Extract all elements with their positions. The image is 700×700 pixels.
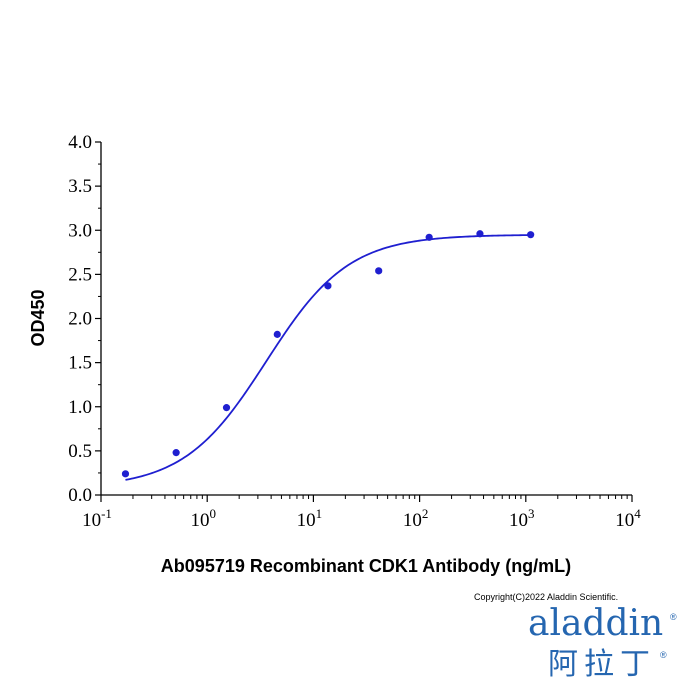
y-tick-label: 2.5	[68, 264, 92, 285]
x-axis-title: Ab095719 Recombinant CDK1 Antibody (ng/m…	[161, 556, 571, 576]
y-tick-label: 4.0	[68, 132, 92, 153]
data-point	[121, 470, 130, 478]
y-axis-ticks: 0.0 0.5 1.0 1.5 2.0 2.5 3.0 3.5 4.0	[68, 132, 101, 506]
y-tick-label: 2.0	[68, 309, 92, 330]
data-point	[222, 404, 231, 412]
data-point	[172, 449, 180, 457]
logo-chinese-text: 阿拉丁	[548, 647, 656, 682]
x-tick-label: 102	[403, 506, 429, 531]
y-tick-label: 1.5	[68, 353, 92, 374]
copyright-text: Copyright(C)2022 Aladdin Scientific.	[474, 592, 619, 602]
x-axis-ticks: 10-1 100 101 102 103 104	[82, 495, 641, 531]
data-point	[425, 233, 433, 241]
y-tick-label: 3.0	[68, 220, 92, 241]
y-tick-label: 0.0	[68, 485, 92, 506]
y-tick-label: 3.5	[68, 176, 92, 197]
aladdin-logo: aladdin ® 阿拉丁 ®	[524, 604, 684, 694]
axes	[100, 142, 632, 496]
x-tick-label: 104	[615, 506, 641, 531]
y-tick-label: 0.5	[68, 441, 92, 462]
x-tick-label: 100	[190, 506, 216, 531]
data-points	[121, 230, 535, 478]
data-point	[273, 330, 281, 338]
data-point	[375, 267, 383, 275]
y-tick-label: 1.0	[68, 397, 92, 418]
data-point	[476, 230, 484, 238]
logo-registered-mark-cn: ®	[660, 650, 667, 660]
fit-curve	[125, 234, 531, 481]
y-axis-title: OD450	[28, 289, 48, 346]
x-tick-label: 103	[509, 506, 535, 531]
logo-registered-mark: ®	[670, 612, 677, 622]
x-tick-label: 10-1	[82, 506, 112, 531]
x-tick-label: 101	[297, 506, 323, 531]
logo-latin-text: aladdin	[528, 603, 664, 644]
data-point	[527, 231, 535, 239]
data-point	[324, 282, 332, 290]
